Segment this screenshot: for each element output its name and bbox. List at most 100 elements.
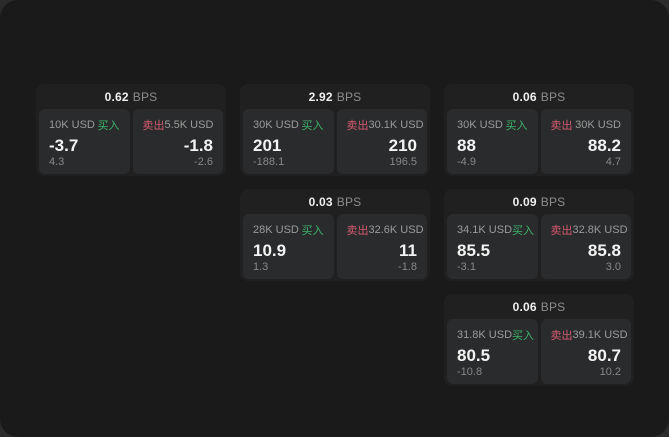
sell-amount: 30.1K USD [368,119,424,131]
buy-price: 201 [253,136,282,155]
bps-value: 0.62 [104,89,129,104]
buy-amount: 34.1K USD [457,224,513,236]
sell-side-label: 卖出 [346,120,369,132]
sell-amount: 32.8K USD [572,224,628,236]
sell-side-label: 卖出 [550,225,573,237]
sell-panel-header: 卖出 30K USD [551,117,622,133]
bps-header: 0.06 BPS [444,294,634,319]
buy-sell-panels: 30K USD 买入 88 -4.9 卖出 30K USD 88.2 4.7 [444,109,634,176]
sell-price: 80.7 [587,346,621,365]
buy-amount: 30K USD [457,119,503,131]
buy-panel-header: 34.1K USD 买入 [457,222,534,238]
sell-price: 88.2 [587,136,621,155]
buy-panel[interactable]: 31.8K USD 买入 80.5 -10.8 [447,319,538,384]
buy-amount: 31.8K USD [457,329,513,341]
bps-header: 0.06 BPS [444,84,634,109]
sell-panel[interactable]: 卖出 32.8K USD 85.8 3.0 [540,214,631,279]
bps-unit-label: BPS [336,89,362,104]
buy-amount: 30K USD [253,119,299,131]
buy-sell-panels: 28K USD 买入 10.9 1.3 卖出 32.6K USD 11 -1.8 [240,214,430,281]
sell-panel-header: 卖出 5.5K USD [143,117,214,133]
bps-value: 0.03 [308,194,333,209]
bps-header: 0.09 BPS [444,189,634,214]
bps-value: 0.06 [512,89,537,104]
sell-panel-header: 卖出 32.8K USD [550,222,628,238]
sell-price: -1.8 [183,136,213,155]
sell-price: 85.8 [587,241,621,260]
bps-value: 2.92 [308,89,333,104]
buy-side-label: 买入 [301,225,324,237]
sell-panel[interactable]: 卖出 30.1K USD 210 196.5 [336,109,427,174]
buy-sell-panels: 34.1K USD 买入 85.5 -3.1 卖出 32.8K USD 85.8… [444,214,634,281]
buy-panel-header: 30K USD 买入 [253,117,324,133]
sell-amount: 39.1K USD [572,329,628,341]
bps-unit-label: BPS [336,194,362,209]
buy-side-label: 买入 [97,120,120,132]
buy-delta: -3.1 [457,260,476,273]
buy-panel[interactable]: 30K USD 买入 201 -188.1 [243,109,334,174]
buy-panel[interactable]: 30K USD 买入 88 -4.9 [447,109,538,174]
bps-header: 0.03 BPS [240,189,430,214]
buy-sell-panels: 10K USD 买入 -3.7 4.3 卖出 5.5K USD -1.8 -2.… [36,109,226,176]
buy-panel[interactable]: 10K USD 买入 -3.7 4.3 [39,109,130,174]
buy-delta: -188.1 [253,155,285,168]
buy-delta: -4.9 [457,155,476,168]
sell-panel[interactable]: 卖出 32.6K USD 11 -1.8 [336,214,427,279]
buy-price: -3.7 [49,136,79,155]
buy-price: 10.9 [253,241,287,260]
sell-panel-header: 卖出 32.6K USD [346,222,424,238]
bps-unit-label: BPS [132,89,158,104]
sell-side-label: 卖出 [142,120,165,132]
bps-header: 0.62 BPS [36,84,226,109]
sell-panel[interactable]: 卖出 30K USD 88.2 4.7 [540,109,631,174]
sell-delta: -2.6 [194,155,213,168]
sell-price: 11 [399,241,417,260]
bps-unit-label: BPS [540,194,566,209]
buy-side-label: 买入 [512,225,535,237]
sell-amount: 32.6K USD [368,224,424,236]
buy-panel[interactable]: 28K USD 买入 10.9 1.3 [243,214,334,279]
bps-header: 2.92 BPS [240,84,430,109]
sell-panel[interactable]: 卖出 39.1K USD 80.7 10.2 [540,319,631,384]
buy-delta: 4.3 [49,155,65,168]
sell-side-label: 卖出 [550,330,573,342]
quote-card[interactable]: 0.62 BPS 10K USD 买入 -3.7 4.3 卖出 5.5K USD… [36,84,226,176]
buy-panel-header: 31.8K USD 买入 [457,327,534,343]
sell-side-label: 卖出 [550,120,573,132]
sell-delta: -1.8 [398,260,417,273]
buy-sell-panels: 30K USD 买入 201 -188.1 卖出 30.1K USD 210 1… [240,109,430,176]
buy-amount: 10K USD [49,119,95,131]
buy-panel[interactable]: 34.1K USD 买入 85.5 -3.1 [447,214,538,279]
sell-delta: 4.7 [605,155,621,168]
buy-amount: 28K USD [253,224,299,236]
quote-card[interactable]: 0.09 BPS 34.1K USD 买入 85.5 -3.1 卖出 32.8K… [444,189,634,281]
sell-amount: 5.5K USD [164,119,214,131]
sell-panel-header: 卖出 30.1K USD [346,117,424,133]
quotes-grid: 0.62 BPS 10K USD 买入 -3.7 4.3 卖出 5.5K USD… [36,84,634,386]
quote-card[interactable]: 0.03 BPS 28K USD 买入 10.9 1.3 卖出 32.6K US… [240,189,430,281]
bps-unit-label: BPS [540,299,566,314]
buy-delta: 1.3 [253,260,269,273]
buy-sell-panels: 31.8K USD 买入 80.5 -10.8 卖出 39.1K USD 80.… [444,319,634,386]
sell-amount: 30K USD [575,119,621,131]
bps-value: 0.09 [512,194,537,209]
sell-delta: 196.5 [389,155,417,168]
buy-panel-header: 28K USD 买入 [253,222,324,238]
buy-price: 80.5 [457,346,491,365]
buy-panel-header: 10K USD 买入 [49,117,120,133]
buy-side-label: 买入 [512,330,535,342]
bps-value: 0.06 [512,299,537,314]
buy-price: 88 [457,136,476,155]
quote-card[interactable]: 2.92 BPS 30K USD 买入 201 -188.1 卖出 30.1K … [240,84,430,176]
sell-price: 210 [388,136,417,155]
sell-panel-header: 卖出 39.1K USD [550,327,628,343]
buy-side-label: 买入 [505,120,528,132]
buy-price: 85.5 [457,241,491,260]
quote-card[interactable]: 0.06 BPS 30K USD 买入 88 -4.9 卖出 30K USD 8… [444,84,634,176]
sell-delta: 3.0 [605,260,621,273]
sell-panel[interactable]: 卖出 5.5K USD -1.8 -2.6 [132,109,223,174]
sell-delta: 10.2 [599,365,621,378]
quote-card[interactable]: 0.06 BPS 31.8K USD 买入 80.5 -10.8 卖出 39.1… [444,294,634,386]
sell-side-label: 卖出 [346,225,369,237]
